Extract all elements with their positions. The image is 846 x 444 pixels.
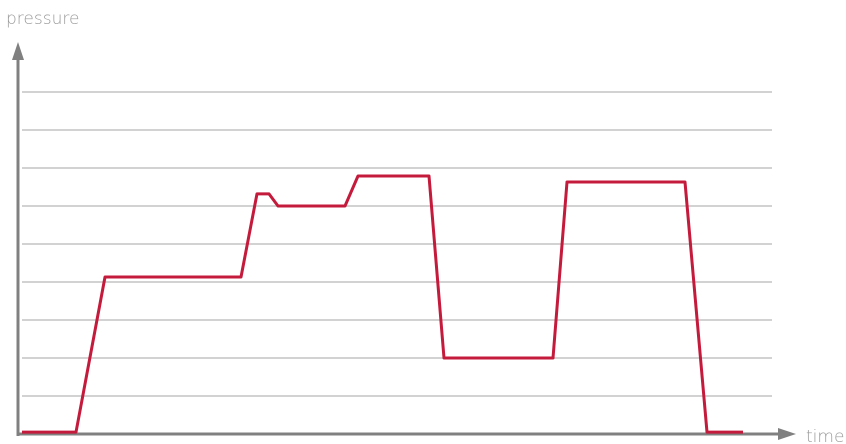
y-axis-label: pressure	[6, 9, 79, 29]
x-axis-label: time	[806, 427, 844, 444]
y-axis-arrow	[12, 42, 24, 60]
x-axis-arrow	[778, 428, 796, 440]
data-line	[22, 174, 743, 434]
